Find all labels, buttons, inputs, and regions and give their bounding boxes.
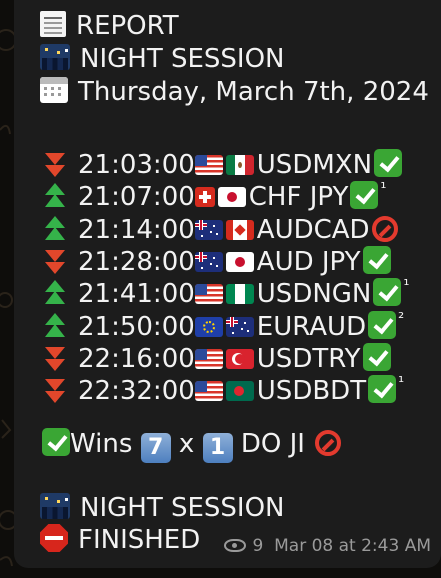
report-title: REPORT xyxy=(76,11,179,41)
up-arrow-icon xyxy=(45,312,65,337)
trade-time: 21:03:00 xyxy=(78,150,195,180)
footer-session-line: NIGHT SESSION xyxy=(40,492,284,524)
trade-time: 21:41:00 xyxy=(78,279,195,310)
trade-pair: USDMXN xyxy=(256,150,373,180)
view-count: 9 xyxy=(252,536,264,556)
message-bubble[interactable]: REPORT NIGHT SESSION Thursday, March 7th… xyxy=(14,0,441,568)
trade-time: 21:07:00 xyxy=(78,182,195,213)
flag-bd-icon xyxy=(225,381,254,402)
flag-ca-icon xyxy=(225,219,254,240)
loss-count-keycap: 1 xyxy=(202,433,233,463)
night-city-icon xyxy=(40,44,70,70)
up-arrow-icon xyxy=(45,280,65,305)
trade-row: 21:50:00 EURAUD ² xyxy=(40,302,405,342)
trade-pair: EURAUD xyxy=(256,311,367,342)
flag-au-icon xyxy=(194,251,223,272)
flag-us-icon xyxy=(194,348,223,369)
gale-mark: ¹ xyxy=(380,179,387,198)
trade-row: 21:03:00 USDMXN xyxy=(40,140,404,180)
gale-mark: ² xyxy=(398,308,405,327)
flag-au-icon xyxy=(225,316,254,337)
trade-row: 21:14:00 AUDCAD xyxy=(40,205,400,245)
stop-sign-icon xyxy=(40,524,68,552)
flag-us-icon xyxy=(194,284,223,305)
check-icon xyxy=(42,428,70,456)
night-city-icon xyxy=(40,493,70,519)
up-arrow-icon xyxy=(45,183,65,208)
flag-au-icon xyxy=(194,219,223,240)
trade-time: 21:28:00 xyxy=(78,246,195,277)
message-timestamp: Mar 08 at 2:43 AM xyxy=(274,536,431,556)
report-date: Thursday, March 7th, 2024 xyxy=(78,77,429,107)
flag-eu-icon xyxy=(194,316,223,337)
trade-pair: USDBDT xyxy=(256,376,367,407)
trade-time: 22:32:00 xyxy=(78,376,195,407)
receipt-icon xyxy=(40,11,66,37)
footer-session: NIGHT SESSION xyxy=(80,493,285,523)
wins-label: Wins xyxy=(70,429,133,459)
up-arrow-icon xyxy=(45,215,65,240)
wins-count-keycap: 7 xyxy=(140,433,171,463)
no-entry-icon xyxy=(371,215,398,242)
check-icon xyxy=(362,245,391,274)
flag-us-icon xyxy=(194,155,223,175)
finished-line: FINISHED xyxy=(40,524,200,556)
calendar-icon xyxy=(40,77,68,103)
gale-mark: ¹ xyxy=(398,373,405,392)
trade-time: 22:16:00 xyxy=(78,343,195,374)
finished-label: FINISHED xyxy=(78,525,201,555)
flag-ch-icon xyxy=(194,187,215,208)
date-line: Thursday, March 7th, 2024 xyxy=(40,76,429,108)
down-arrow-icon xyxy=(45,153,65,177)
trade-row: 22:16:00 USDTRY xyxy=(40,334,393,374)
flag-mx-icon xyxy=(225,155,254,175)
message-meta: 9 Mar 08 at 2:43 AM xyxy=(224,536,431,556)
flag-jp-icon xyxy=(225,251,254,272)
trade-row: 21:41:00 USDNGN ¹ xyxy=(40,269,410,309)
eye-icon xyxy=(224,539,247,552)
check-icon xyxy=(373,278,402,307)
down-arrow-icon xyxy=(45,249,65,274)
trade-pair: USDTRY xyxy=(256,343,361,374)
trade-row: 21:07:00 CHF JPY ¹ xyxy=(40,172,387,212)
session-line: NIGHT SESSION xyxy=(40,43,284,75)
down-arrow-icon xyxy=(45,379,65,404)
flag-tr-icon xyxy=(225,348,254,369)
do-ji-label: DO JI xyxy=(240,429,305,459)
flag-us-icon xyxy=(194,381,223,402)
trade-time: 21:14:00 xyxy=(78,214,195,245)
trade-pair: CHF JPY xyxy=(248,182,349,213)
down-arrow-icon xyxy=(45,346,65,371)
gale-mark: ¹ xyxy=(403,276,410,295)
no-entry-icon xyxy=(315,430,342,456)
check-icon xyxy=(362,342,391,371)
trade-pair: AUD JPY xyxy=(256,246,361,277)
flag-ng-icon xyxy=(225,284,254,305)
flag-jp-icon xyxy=(217,187,246,208)
check-icon xyxy=(368,375,397,404)
report-line: REPORT xyxy=(40,10,179,42)
trade-row: 21:28:00 AUD JPY xyxy=(40,237,393,277)
check-icon xyxy=(350,181,379,210)
session-title: NIGHT SESSION xyxy=(80,44,285,74)
trade-row: 22:32:00 USDBDT ¹ xyxy=(40,366,405,406)
trade-time: 21:50:00 xyxy=(78,311,195,342)
trade-pair: USDNGN xyxy=(256,279,372,310)
check-icon xyxy=(368,310,397,339)
times-sign: x xyxy=(178,429,195,459)
trade-pair: AUDCAD xyxy=(256,214,370,245)
summary-line: Wins 7 x 1 DO JI xyxy=(40,428,342,463)
check-icon xyxy=(374,149,403,177)
